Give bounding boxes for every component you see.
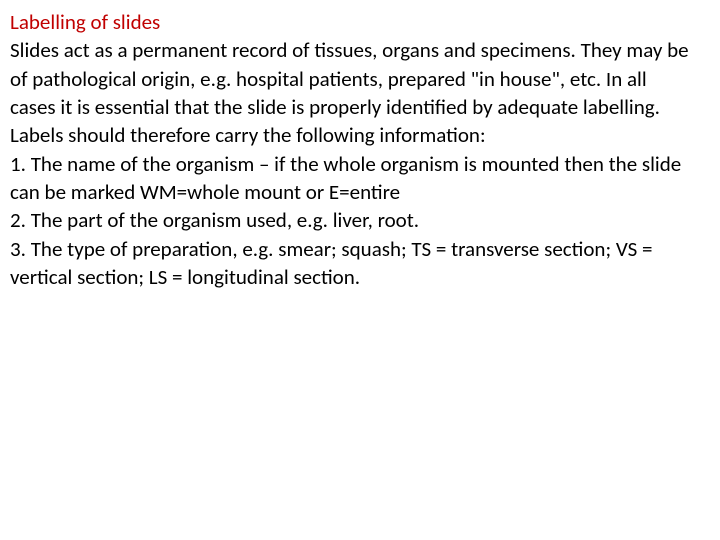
body-line-5: 1. The name of the organism – if the who… bbox=[10, 150, 710, 178]
slide-container: Labelling of slides Slides act as a perm… bbox=[0, 0, 720, 540]
slide-heading: Labelling of slides bbox=[10, 8, 710, 36]
body-line-2: of pathological origin, e.g. hospital pa… bbox=[10, 65, 710, 93]
body-line-1: Slides act as a permanent record of tiss… bbox=[10, 36, 710, 64]
body-line-9: vertical section; LS = longitudinal sect… bbox=[10, 263, 710, 291]
body-line-4: Labels should therefore carry the follow… bbox=[10, 121, 710, 149]
body-line-7: 2. The part of the organism used, e.g. l… bbox=[10, 206, 710, 234]
body-line-8: 3. The type of preparation, e.g. smear; … bbox=[10, 235, 710, 263]
body-line-3: cases it is essential that the slide is … bbox=[10, 93, 710, 121]
body-line-6: can be marked WM=whole mount or E=entire bbox=[10, 178, 710, 206]
